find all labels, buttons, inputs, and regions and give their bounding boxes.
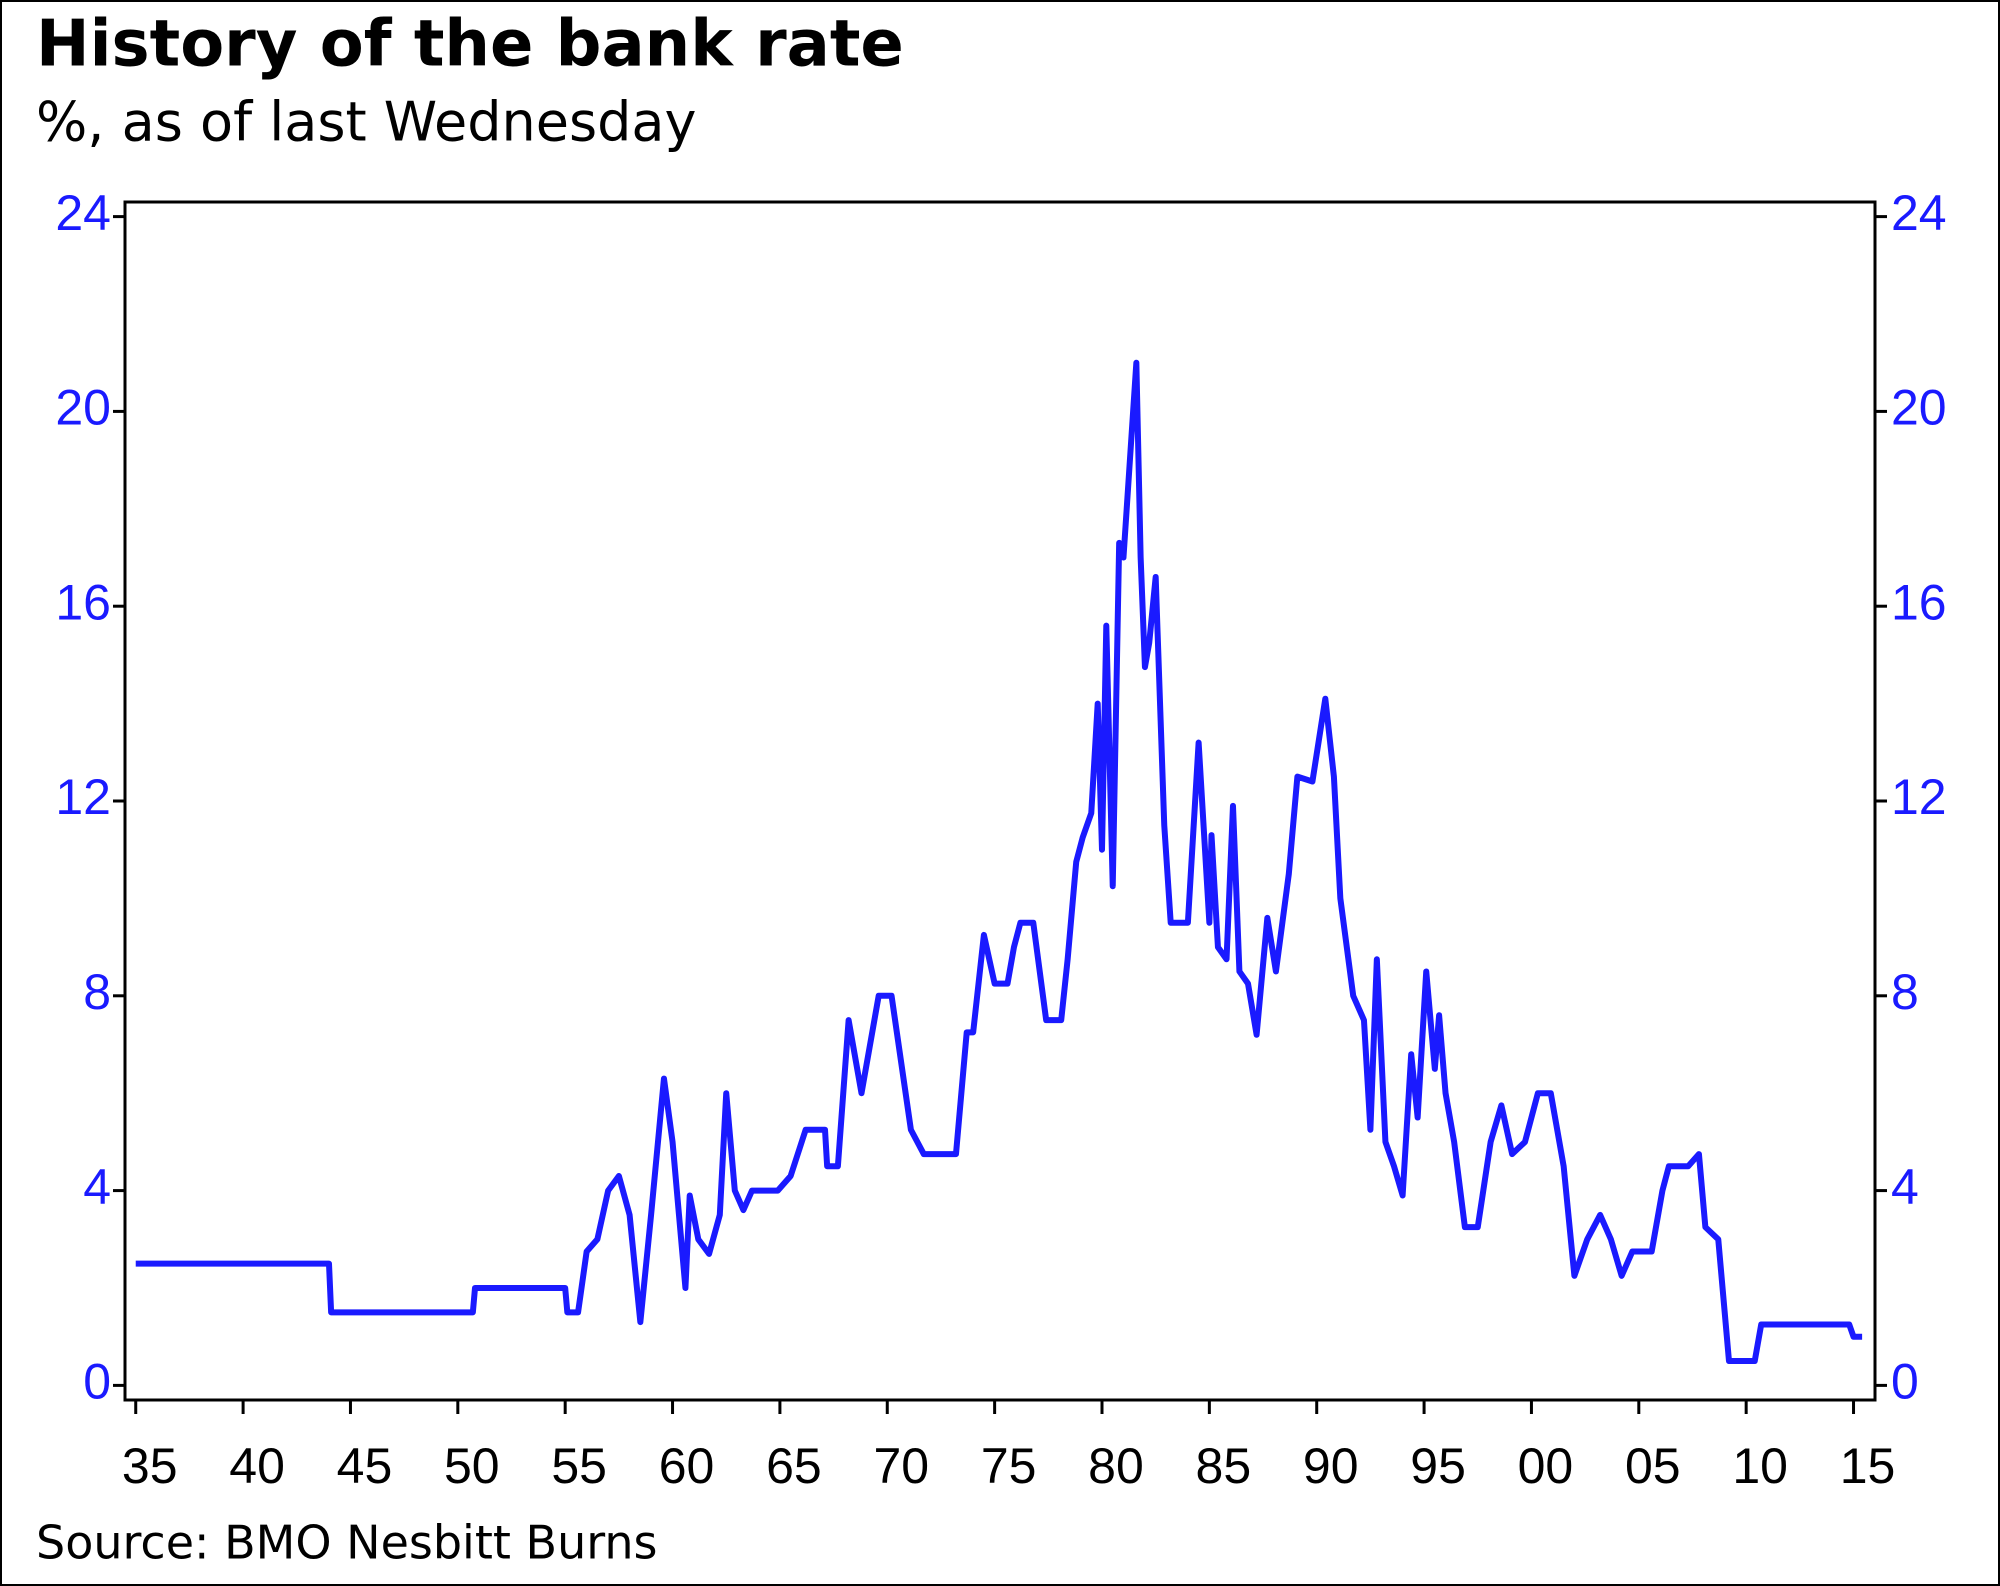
y-tick-label: 0 [83, 1354, 111, 1410]
y2-tick-label: 20 [1891, 380, 1947, 436]
source-note: Source: BMO Nesbitt Burns [36, 1516, 657, 1570]
x-tick-label: 55 [551, 1438, 607, 1494]
x-tick-label: 75 [981, 1438, 1037, 1494]
x-tick-label: 05 [1625, 1438, 1681, 1494]
x-tick-label: 85 [1196, 1438, 1252, 1494]
y-tick-label: 16 [55, 574, 111, 630]
y2-tick-label: 8 [1891, 964, 1919, 1020]
x-tick-label: 80 [1088, 1438, 1144, 1494]
y-tick-label: 8 [83, 964, 111, 1020]
x-tick-label: 15 [1840, 1438, 1896, 1494]
x-tick-label: 45 [337, 1438, 393, 1494]
x-tick-label: 35 [122, 1438, 178, 1494]
rate-line [135, 359, 1863, 1365]
y2-tick-label: 24 [1891, 185, 1947, 241]
y-tick-label: 4 [83, 1159, 111, 1215]
x-tick-label: 95 [1410, 1438, 1466, 1494]
x-tick-label: 90 [1303, 1438, 1359, 1494]
y-tick-label: 24 [55, 185, 111, 241]
y2-tick-label: 0 [1891, 1354, 1919, 1410]
chart-subtitle: %, as of last Wednesday [36, 91, 696, 154]
y2-tick-label: 12 [1891, 769, 1947, 825]
x-tick-label: 10 [1732, 1438, 1788, 1494]
y2-tick-label: 16 [1891, 574, 1947, 630]
x-tick-label: 50 [444, 1438, 500, 1494]
y-tick-label: 20 [55, 380, 111, 436]
x-tick-label: 65 [766, 1438, 822, 1494]
y2-tick-label: 4 [1891, 1159, 1919, 1215]
x-tick-label: 70 [873, 1438, 929, 1494]
x-tick-label: 00 [1518, 1438, 1574, 1494]
chart-title: History of the bank rate [36, 8, 904, 82]
y-tick-label: 12 [55, 769, 111, 825]
x-tick-label: 40 [229, 1438, 285, 1494]
x-tick-label: 60 [659, 1438, 715, 1494]
